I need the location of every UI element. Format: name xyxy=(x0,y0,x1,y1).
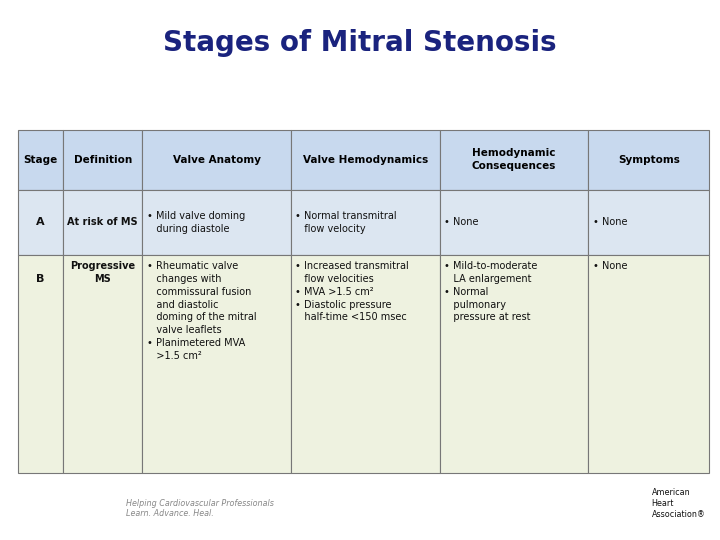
Text: Learn. Advance. Heal.: Learn. Advance. Heal. xyxy=(126,509,214,517)
Text: American
Heart
Association®: American Heart Association® xyxy=(652,488,706,519)
Text: Valve Hemodynamics: Valve Hemodynamics xyxy=(302,154,428,165)
Bar xyxy=(588,190,709,255)
Text: • None: • None xyxy=(444,217,479,227)
Text: Hemodynamic
Consequences: Hemodynamic Consequences xyxy=(472,148,556,171)
Text: • None: • None xyxy=(593,217,627,227)
Bar xyxy=(143,130,291,190)
Bar xyxy=(63,190,143,255)
Text: • Normal transmitral
   flow velocity: • Normal transmitral flow velocity xyxy=(295,211,397,234)
Bar xyxy=(18,190,63,255)
Text: Stages of Mitral Stenosis: Stages of Mitral Stenosis xyxy=(163,29,557,57)
Bar xyxy=(18,255,63,472)
Bar xyxy=(143,190,291,255)
Text: • Mild valve doming
   during diastole: • Mild valve doming during diastole xyxy=(147,211,245,234)
Bar xyxy=(440,130,588,190)
Text: • Mild-to-moderate
   LA enlargement
• Normal
   pulmonary
   pressure at rest: • Mild-to-moderate LA enlargement • Norm… xyxy=(444,261,537,322)
Bar xyxy=(18,130,63,190)
Bar xyxy=(63,255,143,472)
Bar xyxy=(440,190,588,255)
Text: Definition: Definition xyxy=(73,154,132,165)
Text: B: B xyxy=(36,274,45,284)
Bar xyxy=(588,130,709,190)
Text: Stage: Stage xyxy=(23,154,58,165)
Text: Helping Cardiovascular Professionals: Helping Cardiovascular Professionals xyxy=(126,499,274,508)
Bar xyxy=(291,190,440,255)
Bar xyxy=(291,130,440,190)
Text: • Increased transmitral
   flow velocities
• MVA >1.5 cm²
• Diastolic pressure
 : • Increased transmitral flow velocities … xyxy=(295,261,409,322)
Bar xyxy=(440,255,588,472)
Bar xyxy=(63,130,143,190)
Text: Symptoms: Symptoms xyxy=(618,154,680,165)
Text: A: A xyxy=(36,217,45,227)
Text: Progressive
MS: Progressive MS xyxy=(70,261,135,284)
Text: At risk of MS: At risk of MS xyxy=(68,217,138,227)
Bar xyxy=(588,255,709,472)
Bar xyxy=(143,255,291,472)
Text: • None: • None xyxy=(593,261,627,271)
Text: Valve Anatomy: Valve Anatomy xyxy=(173,154,261,165)
Text: • Rheumatic valve
   changes with
   commissural fusion
   and diastolic
   domi: • Rheumatic valve changes with commissur… xyxy=(147,261,256,361)
Bar xyxy=(291,255,440,472)
